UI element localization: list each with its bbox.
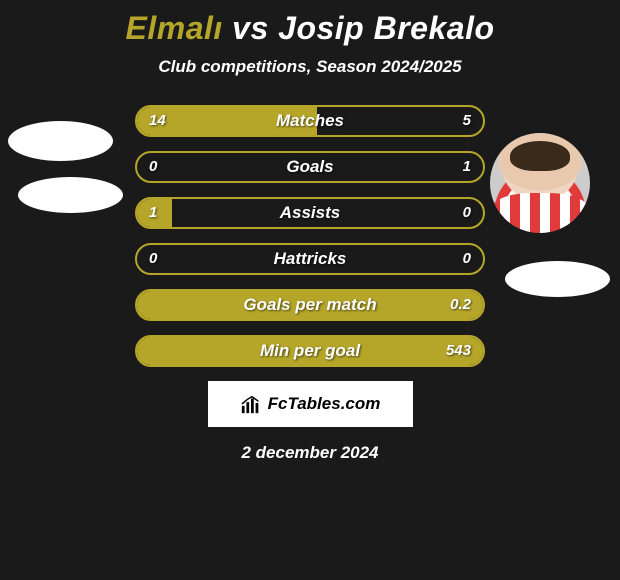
brand-badge: FcTables.com	[208, 381, 413, 427]
player1-avatar	[8, 121, 113, 161]
stat-label: Min per goal	[137, 337, 483, 365]
stat-label: Goals per match	[137, 291, 483, 319]
stat-value-right: 1	[463, 153, 471, 181]
player2-jersey	[505, 261, 610, 297]
stat-value-right: 5	[463, 107, 471, 135]
vs-text: vs	[223, 10, 278, 46]
subtitle: Club competitions, Season 2024/2025	[0, 57, 620, 77]
stats-bars: Matches145Goals01Assists10Hattricks00Goa…	[135, 105, 485, 367]
stat-value-left: 0	[149, 153, 157, 181]
stat-row: Min per goal543	[135, 335, 485, 367]
stat-value-left: 1	[149, 199, 157, 227]
stat-label: Matches	[137, 107, 483, 135]
stat-value-right: 0	[463, 245, 471, 273]
stat-value-left: 14	[149, 107, 166, 135]
chart-icon	[240, 393, 262, 415]
comparison-content: Matches145Goals01Assists10Hattricks00Goa…	[0, 105, 620, 367]
stat-row: Matches14 5	[135, 105, 485, 137]
player2-name: Josip Brekalo	[278, 10, 494, 46]
stat-value-right: 543	[446, 337, 471, 365]
stat-label: Hattricks	[137, 245, 483, 273]
stat-value-left: 0	[149, 245, 157, 273]
stat-row: Hattricks0 0	[135, 243, 485, 275]
stat-value-right: 0.2	[450, 291, 471, 319]
player1-name: Elmalı	[126, 10, 223, 46]
brand-text: FcTables.com	[268, 394, 381, 414]
page-title: Elmalı vs Josip Brekalo	[0, 0, 620, 47]
stat-row: Goals per match0.2	[135, 289, 485, 321]
stat-row: Assists1 0	[135, 197, 485, 229]
date-text: 2 december 2024	[0, 443, 620, 463]
stat-label: Assists	[137, 199, 483, 227]
stat-label: Goals	[137, 153, 483, 181]
player2-avatar	[490, 133, 590, 233]
stat-value-right: 0	[463, 199, 471, 227]
stat-row: Goals0 1	[135, 151, 485, 183]
player1-jersey	[18, 177, 123, 213]
